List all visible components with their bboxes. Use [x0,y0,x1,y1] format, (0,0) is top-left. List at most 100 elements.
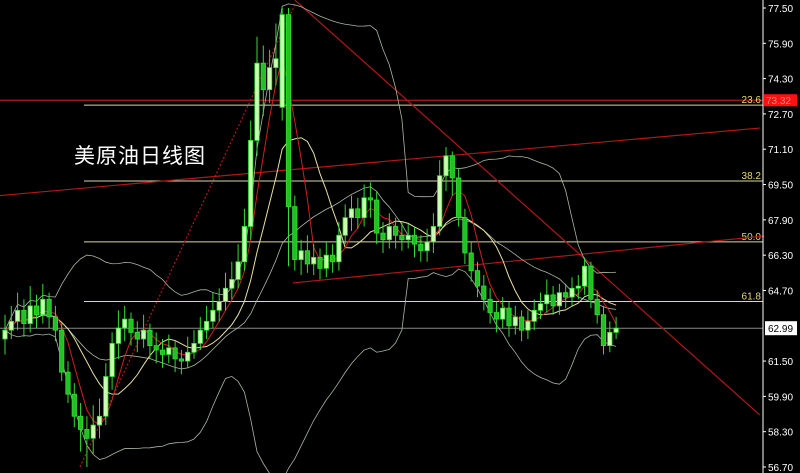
candle-body [46,298,52,318]
candle-body [285,14,292,208]
candle-body [159,349,166,355]
candle-body [115,327,121,344]
candle-body [84,429,90,439]
candle-body [8,320,14,331]
candle-body [292,206,298,260]
ma-slow-line [4,137,617,395]
candle-body [430,226,437,243]
candle-body [260,62,266,91]
axis-tick-label: 58.30 [768,428,793,439]
candle-body [203,320,210,331]
candle-body [90,424,96,439]
last-price-tag-label: 62.99 [768,324,793,335]
candle-body [563,292,569,298]
candle-body [172,347,178,360]
candle-body [374,199,380,234]
candle-body [254,62,260,141]
candle-body [191,343,197,353]
candle-body [594,298,600,316]
axis-tick-label: 74.30 [768,75,793,86]
candle-body [33,305,40,316]
candle-body [399,234,405,241]
candle-body [474,270,481,287]
candle-body [241,226,247,263]
candle-body [550,294,556,307]
last-price-tag [765,321,797,336]
candle-body [588,265,594,300]
candle-body [103,376,109,417]
candle-body [544,294,550,305]
axis-tick-label: 69.50 [768,181,793,192]
candle-body [304,250,311,265]
candle-body [342,217,348,236]
candle-body [65,371,71,395]
candle-body [468,252,474,272]
candle-body [531,309,537,322]
bollinger-mid-line [4,186,617,370]
candle-body [128,318,134,333]
candle-body [266,67,273,91]
candle-body [229,279,235,289]
candle-body [2,329,8,340]
candle-body [443,155,449,177]
candle-body [153,345,159,351]
candle-body [311,256,317,265]
candle-body [21,309,27,324]
axis-tick-label: 64.70 [768,286,793,297]
candle-body [122,318,128,329]
candle-body [525,320,531,331]
candle-body [273,58,279,68]
candle-body [248,140,254,227]
candle-body [52,316,59,331]
candle-body [386,226,392,241]
candle-body [424,241,430,252]
candle-body [14,309,21,322]
candle-body [575,285,581,289]
candle-body [185,351,191,362]
candle-body [147,329,153,347]
price-axis-bg [764,0,800,473]
candle-body [512,316,518,327]
candle-body [449,155,455,179]
candle-body [556,292,563,307]
bollinger-upper-line [4,3,617,331]
candle-body [537,303,544,311]
candle-body [361,197,367,219]
candle-body [411,234,418,245]
candle-body [210,309,216,322]
axis-tick-label: 61.50 [768,357,793,368]
candle-body [462,217,468,254]
candle-body [613,327,619,333]
candle-body [235,261,241,280]
candle-body [336,234,342,263]
red-price-tag-label: 73.32 [766,96,791,107]
fib-label: 61.8 [742,291,762,302]
candle-body [329,254,336,263]
fib-label: 38.2 [742,171,762,182]
candle-body [279,14,285,108]
candle-body [78,415,84,430]
candle-body [607,331,613,347]
axis-tick-label: 75.90 [768,39,793,50]
candle-body [40,298,46,316]
candle-body [317,256,323,269]
axis-tick-label: 67.90 [768,216,793,227]
candle-body [298,250,304,260]
candle-body [500,307,506,320]
candle-body [134,331,140,340]
candle-body [437,175,443,227]
candle-body [392,226,399,236]
fib-label: 23.6 [742,95,762,106]
trend-line [292,231,800,284]
axis-tick-label: 59.90 [768,392,793,403]
trend-line [0,127,760,197]
bollinger-lower-line [4,268,617,473]
candle-body [367,197,374,201]
candle-body [178,358,184,362]
candle-body [197,329,203,344]
candle-body [487,298,493,313]
candle-body [323,254,329,269]
candle-body [493,312,500,320]
axis-tick-label: 72.70 [768,110,793,121]
